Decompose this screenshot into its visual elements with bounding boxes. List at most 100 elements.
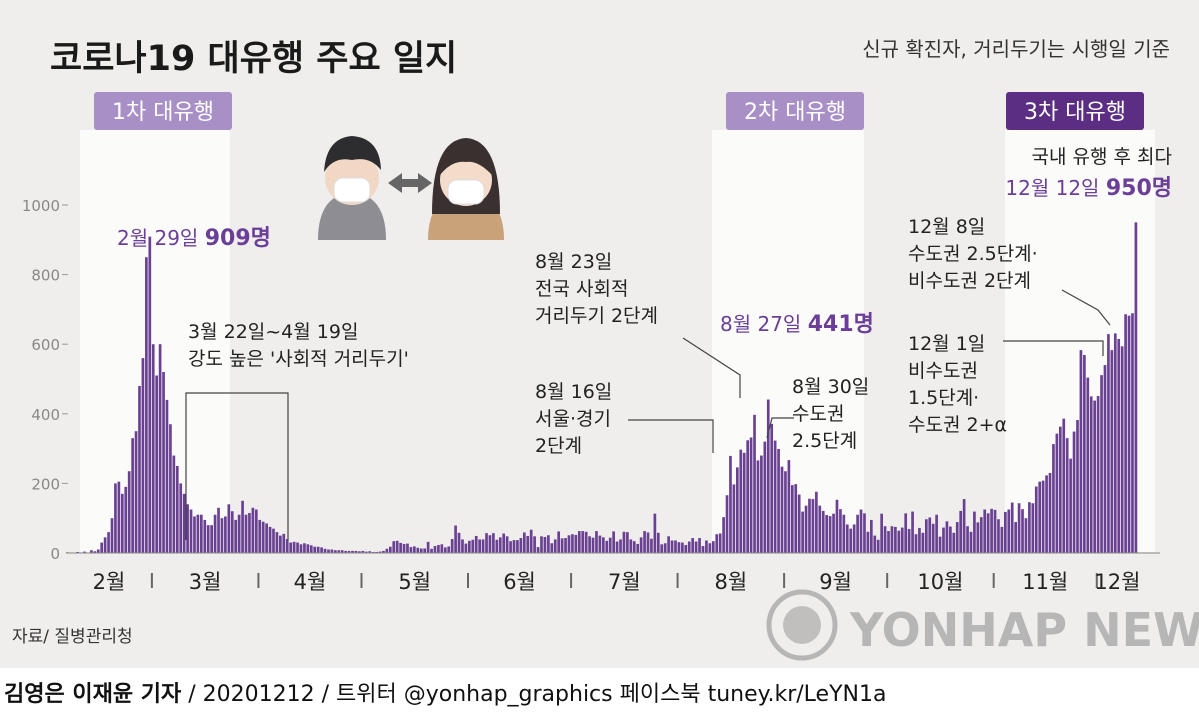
bars <box>66 222 1138 554</box>
bar <box>392 541 396 553</box>
yonhap-watermark: YONHAP NEWS <box>766 589 1199 661</box>
bar <box>756 460 760 553</box>
bar <box>615 541 619 553</box>
bar <box>430 548 433 553</box>
bar <box>959 510 963 553</box>
bar <box>492 533 495 553</box>
bar <box>378 551 382 553</box>
bar <box>684 545 688 553</box>
bar <box>151 344 155 553</box>
wave-badge-1-label: 1차 대유행 <box>112 100 214 125</box>
bar <box>540 536 543 553</box>
bar <box>254 509 258 553</box>
bar <box>175 466 179 553</box>
bar <box>626 532 629 553</box>
bar <box>577 531 581 553</box>
bar <box>162 372 165 553</box>
bar <box>670 540 674 553</box>
bar <box>165 399 169 553</box>
bar <box>760 455 763 553</box>
bar <box>234 519 238 553</box>
bar <box>1069 458 1072 553</box>
bar <box>828 516 832 553</box>
bar <box>588 536 591 553</box>
bar <box>907 528 911 553</box>
annotation-aug23: 8월 23일 전국 사회적 거리두기 2단계 <box>535 251 658 327</box>
bar <box>303 543 306 553</box>
bar <box>1131 313 1134 553</box>
bar <box>773 440 777 553</box>
bar <box>883 526 887 553</box>
bar <box>935 514 938 553</box>
bar <box>821 510 825 553</box>
month-label: 9월 <box>819 570 852 594</box>
bar <box>1058 426 1062 553</box>
bar <box>368 551 372 553</box>
bar <box>646 532 650 553</box>
bar <box>1096 396 1100 553</box>
bar <box>808 498 811 553</box>
bar <box>1010 502 1014 553</box>
bar <box>440 544 444 553</box>
bar <box>299 544 303 553</box>
month-label: 6월 <box>503 570 536 594</box>
bar <box>942 527 945 553</box>
bar <box>729 455 732 553</box>
bar <box>852 524 856 553</box>
annotation-aug27-peak: 8월 27일 441명 <box>720 312 874 337</box>
bar <box>258 519 262 553</box>
reporter-names: 김영은 이재윤 기자 <box>4 682 182 707</box>
source-label: 자료/ 질병관리청 <box>12 627 133 647</box>
bar <box>574 534 578 553</box>
bar <box>179 483 183 553</box>
bar <box>306 544 310 553</box>
bar <box>100 542 104 553</box>
bar <box>973 511 976 553</box>
bar <box>509 541 512 553</box>
bar <box>790 485 794 553</box>
bar <box>529 529 533 553</box>
bar <box>1038 481 1042 553</box>
bar <box>1014 522 1017 553</box>
bar <box>1134 222 1138 553</box>
bar <box>1110 350 1114 553</box>
bar <box>158 344 162 553</box>
annotation-dec1: 12월 1일 비수도권 1.5단계· 수도권 2+α <box>908 333 1007 436</box>
bar <box>354 550 358 553</box>
bar <box>749 437 753 553</box>
bar <box>454 525 457 553</box>
bar <box>272 528 275 553</box>
bar <box>371 551 375 553</box>
bar <box>811 499 815 553</box>
bar <box>938 536 942 553</box>
wave-badge-2-label: 2차 대유행 <box>744 100 846 125</box>
bar <box>1117 338 1121 553</box>
bar <box>516 540 519 553</box>
leader-aug23 <box>682 337 741 398</box>
bar <box>457 532 461 553</box>
bar <box>725 495 729 553</box>
bar <box>423 548 427 553</box>
bar <box>952 532 956 553</box>
bar <box>605 540 609 553</box>
leader-dec8 <box>1061 289 1111 326</box>
covid-chart: 코로나19 대유행 주요 일지 신규 확진자, 거리두기는 시행일 기준 1차 … <box>12 37 1199 661</box>
bar <box>924 519 928 553</box>
bar <box>753 414 756 553</box>
bar <box>210 525 213 553</box>
bar <box>880 513 883 553</box>
bar <box>711 541 715 553</box>
bar <box>114 483 117 553</box>
month-label: 7월 <box>608 570 641 594</box>
bar <box>928 517 932 553</box>
bar <box>770 423 774 553</box>
bar <box>863 513 866 553</box>
bar <box>334 550 337 553</box>
bar <box>145 257 148 553</box>
x-axis: 2월 3월 4월 5월 6월 7월 8월 9월 10월 11월 12월 <box>93 570 1141 594</box>
bar <box>746 440 749 553</box>
footer-credit: 김영은 이재윤 기자 / 20201212 / 트위터 @yonhap_grap… <box>4 676 886 708</box>
bar <box>701 546 705 553</box>
bar <box>966 526 969 553</box>
bar <box>433 546 437 553</box>
